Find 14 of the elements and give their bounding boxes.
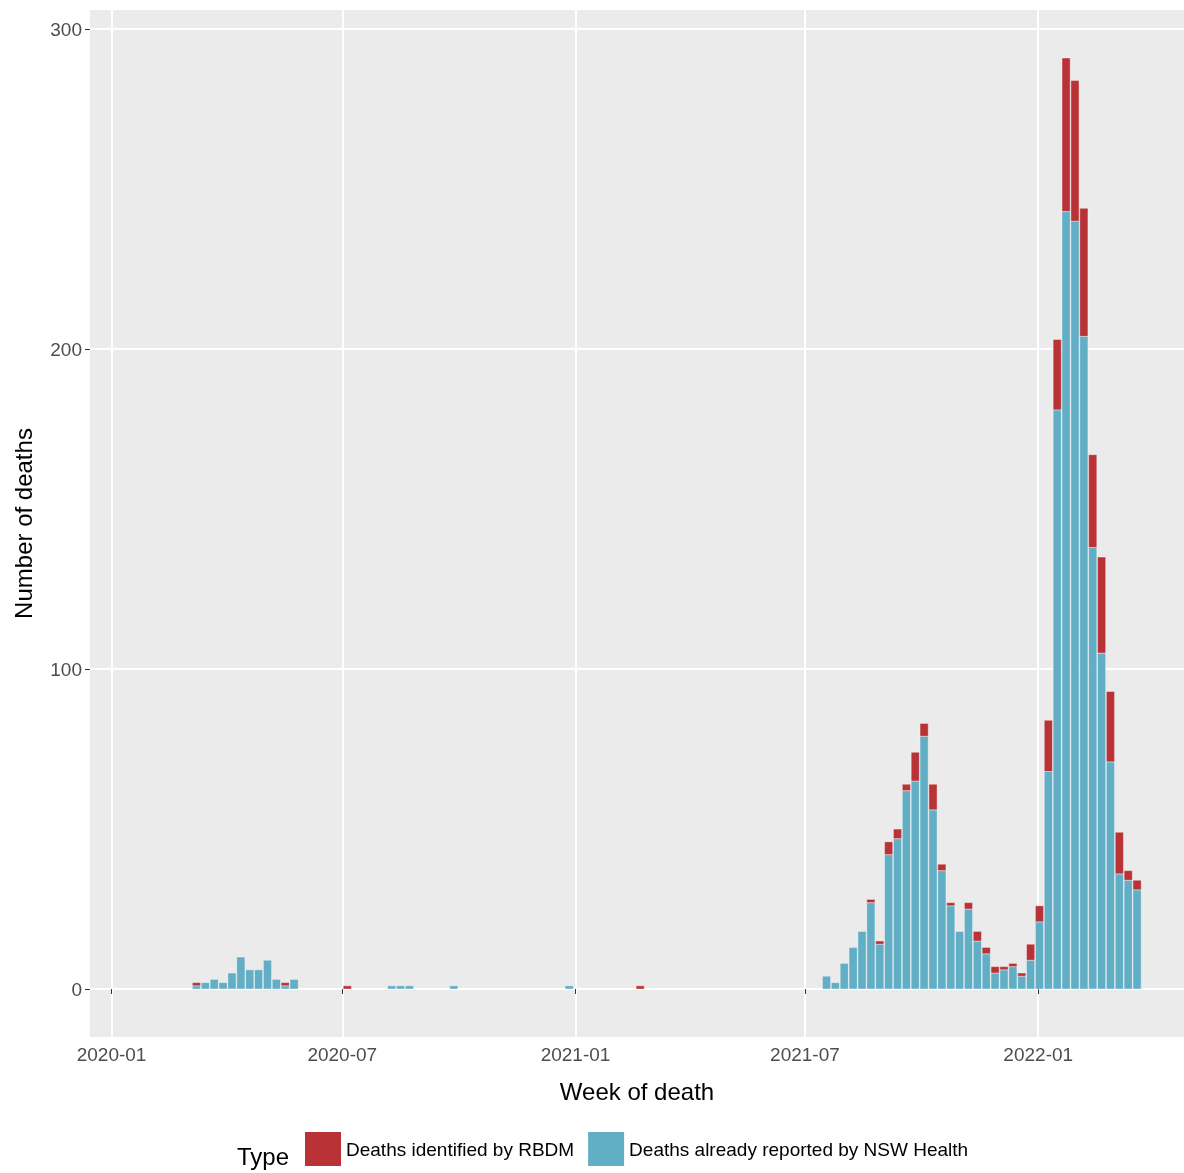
legend-label: Deaths already reported by NSW Health [629, 1138, 969, 1160]
y-tick-label: 300 [50, 18, 82, 40]
legend-title: Type [237, 1142, 290, 1170]
y-axis-title: Number of deaths [9, 428, 37, 619]
x-tick-label: 2021-01 [540, 1044, 611, 1065]
x-tick-label: 2020-01 [76, 1044, 147, 1065]
y-tick-label: 200 [50, 338, 82, 360]
y-tick-label: 0 [71, 978, 82, 1000]
y-tick-label: 100 [50, 658, 82, 680]
x-tick-label: 2020-07 [307, 1044, 378, 1065]
x-tick-label: 2022-01 [1003, 1044, 1074, 1065]
legend-label: Deaths identified by RBDM [346, 1138, 575, 1160]
x-tick-label: 2021-07 [770, 1044, 840, 1065]
x-axis-title: Week of death [559, 1077, 715, 1105]
